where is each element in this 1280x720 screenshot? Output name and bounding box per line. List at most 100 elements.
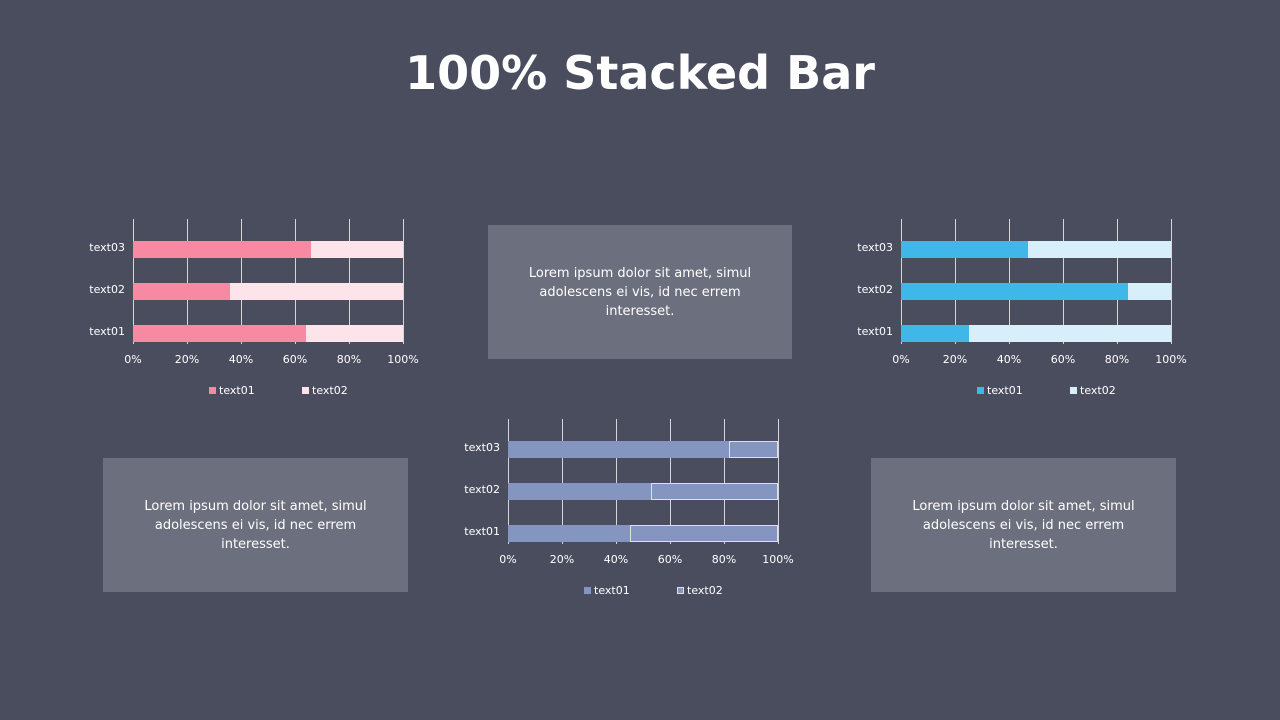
- chart-blue: 0% 20% 40% 60% 80% 100% text01 text02 text03 text…: [838, 210, 1198, 410]
- legend-item-text02: text02: [677, 584, 723, 597]
- legend-swatch: [584, 587, 591, 594]
- legend-item-text01: text01: [977, 384, 1023, 397]
- textbox-text: Lorem ipsum dolor sit amet, simul adoles…: [912, 498, 1135, 552]
- legend-item-text01: text01: [584, 584, 630, 597]
- y-category-label: text01: [89, 325, 125, 338]
- gridline: [403, 219, 404, 344]
- legend-label: text01: [594, 584, 630, 597]
- x-tick-label: 100%: [1155, 353, 1187, 366]
- gridline: [1063, 219, 1064, 344]
- bar-segment-text02[interactable]: [968, 324, 1171, 342]
- legend-item-text01: text01: [209, 384, 255, 397]
- y-category-label: text02: [857, 283, 893, 296]
- textbox-bottom-left: Lorem ipsum dolor sit amet, simul adoles…: [103, 458, 408, 592]
- bar-text02[interactable]: [133, 282, 403, 300]
- legend-swatch: [1070, 387, 1077, 394]
- page-title: 100% Stacked Bar: [405, 46, 875, 100]
- legend-swatch: [677, 587, 684, 594]
- bar-text03[interactable]: [133, 240, 403, 258]
- plot-area: [508, 419, 779, 544]
- bar-segment-text01[interactable]: [901, 324, 969, 342]
- x-tick-label: 20%: [942, 353, 968, 366]
- bar-text03[interactable]: [901, 240, 1171, 258]
- bar-segment-text01[interactable]: [901, 240, 1028, 258]
- x-tick-label: 40%: [996, 353, 1022, 366]
- gridline: [349, 219, 350, 344]
- bar-segment-text02[interactable]: [230, 282, 403, 300]
- y-category-label: text03: [89, 241, 125, 254]
- x-tick-label: 60%: [1050, 353, 1076, 366]
- y-category-label: text02: [89, 283, 125, 296]
- x-tick-label: 60%: [282, 353, 308, 366]
- gridline: [616, 419, 617, 544]
- x-tick-label: 0%: [499, 553, 517, 566]
- gridline: [778, 419, 779, 544]
- textbox-text: Lorem ipsum dolor sit amet, simul adoles…: [528, 265, 752, 319]
- bar-segment-text02[interactable]: [1127, 282, 1171, 300]
- y-category-label: text01: [857, 325, 893, 338]
- x-tick-label: 40%: [228, 353, 254, 366]
- gridline: [133, 219, 134, 344]
- legend-label: text02: [312, 384, 348, 397]
- y-category-label: text01: [464, 525, 500, 538]
- bar-segment-text01[interactable]: [508, 440, 730, 458]
- legend-label: text01: [219, 384, 255, 397]
- x-tick-label: 0%: [124, 353, 142, 366]
- chart-pink: 0% 20% 40% 60% 80% 100% text01 text02 text03 text…: [70, 210, 430, 410]
- textbox-top-center: Lorem ipsum dolor sit amet, simul adoles…: [488, 225, 792, 359]
- bar-segment-text01[interactable]: [901, 282, 1128, 300]
- y-category-label: text02: [464, 483, 500, 496]
- bar-segment-text01[interactable]: [133, 282, 231, 300]
- legend-label: text01: [987, 384, 1023, 397]
- bar-text01[interactable]: [508, 524, 778, 542]
- gridline: [1009, 219, 1010, 344]
- bar-segment-text02[interactable]: [311, 240, 403, 258]
- x-tick-label: 0%: [892, 353, 910, 366]
- bar-segment-text02[interactable]: [729, 440, 778, 458]
- x-tick-label: 100%: [387, 353, 419, 366]
- bar-text02[interactable]: [508, 482, 778, 500]
- legend-swatch: [977, 387, 984, 394]
- x-tick-label: 80%: [1104, 353, 1130, 366]
- textbox-text: Lorem ipsum dolor sit amet, simul adoles…: [144, 498, 367, 552]
- x-tick-label: 40%: [603, 553, 629, 566]
- bar-text03[interactable]: [508, 440, 778, 458]
- gridline: [901, 219, 902, 344]
- gridline: [724, 419, 725, 544]
- bar-text02[interactable]: [901, 282, 1171, 300]
- bar-segment-text02[interactable]: [629, 524, 778, 542]
- gridline: [508, 419, 509, 544]
- gridline: [670, 419, 671, 544]
- bar-segment-text01[interactable]: [508, 482, 652, 500]
- x-tick-label: 80%: [336, 353, 362, 366]
- bar-segment-text01[interactable]: [133, 324, 306, 342]
- gridline: [1117, 219, 1118, 344]
- bar-text01[interactable]: [901, 324, 1171, 342]
- gridline: [241, 219, 242, 344]
- legend-label: text02: [687, 584, 723, 597]
- gridline: [187, 219, 188, 344]
- x-tick-label: 80%: [711, 553, 737, 566]
- gridline: [295, 219, 296, 344]
- y-category-label: text03: [857, 241, 893, 254]
- gridline: [1171, 219, 1172, 344]
- x-tick-label: 100%: [762, 553, 794, 566]
- textbox-bottom-right: Lorem ipsum dolor sit amet, simul adoles…: [871, 458, 1176, 592]
- plot-area: [133, 219, 404, 344]
- x-tick-label: 20%: [174, 353, 200, 366]
- bar-segment-text02[interactable]: [1027, 240, 1171, 258]
- legend-swatch: [209, 387, 216, 394]
- gridline: [562, 419, 563, 544]
- y-category-label: text03: [464, 441, 500, 454]
- legend-item-text02: text02: [1070, 384, 1116, 397]
- legend-label: text02: [1080, 384, 1116, 397]
- bar-segment-text01[interactable]: [133, 240, 312, 258]
- plot-area: [901, 219, 1172, 344]
- gridline: [955, 219, 956, 344]
- bar-segment-text02[interactable]: [305, 324, 403, 342]
- chart-slate: 0% 20% 40% 60% 80% 100% text01 text02 text03 text…: [445, 410, 805, 610]
- bar-text01[interactable]: [133, 324, 403, 342]
- bar-segment-text01[interactable]: [508, 524, 630, 542]
- bar-segment-text02[interactable]: [651, 482, 778, 500]
- x-tick-label: 60%: [657, 553, 683, 566]
